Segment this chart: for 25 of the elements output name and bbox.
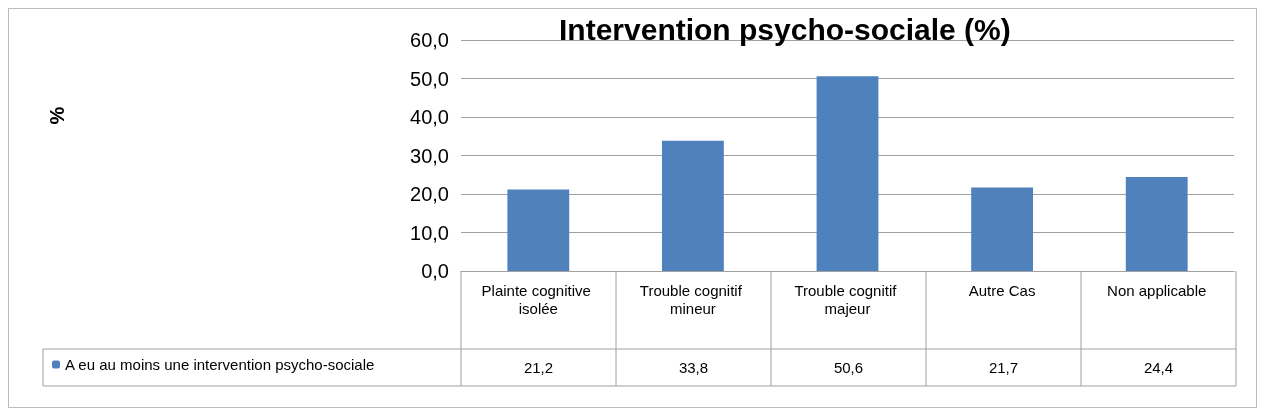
- bar: [507, 189, 570, 271]
- y-tick-label: 50,0: [410, 67, 449, 90]
- bar: [1125, 177, 1188, 271]
- data-label: 33,8: [678, 359, 709, 376]
- data-label: 24,4: [1143, 359, 1174, 376]
- text: %: [46, 106, 68, 125]
- x-tick-label: Trouble cognitif majeur: [794, 281, 901, 317]
- data-label: 50,6: [833, 359, 864, 376]
- y-tick-label: 60,0: [410, 29, 449, 51]
- y-tick-label: 40,0: [410, 106, 449, 128]
- bar: [661, 140, 724, 271]
- x-tick-label: Autre Cas: [968, 281, 1036, 299]
- x-tick-label: Trouble cognitif mineur: [639, 281, 746, 317]
- data-label: 21,2: [523, 359, 554, 376]
- y-tick-label: 10,0: [410, 221, 449, 244]
- y-tick-label: 30,0: [410, 144, 449, 167]
- bar: [971, 187, 1034, 271]
- bar: [816, 76, 879, 271]
- y-tick-label: 0,0: [421, 260, 449, 282]
- chart-title: Intervention psycho-sociale (%): [559, 12, 1011, 46]
- x-tick-label: Plainte cognitive isolée: [481, 281, 595, 317]
- legend-label: A eu au moins une intervention psycho-sociale: [65, 356, 375, 373]
- x-tick-label: Non applicable: [1107, 281, 1207, 299]
- y-tick-label: 20,0: [410, 183, 449, 205]
- data-label: 21,7: [988, 359, 1019, 376]
